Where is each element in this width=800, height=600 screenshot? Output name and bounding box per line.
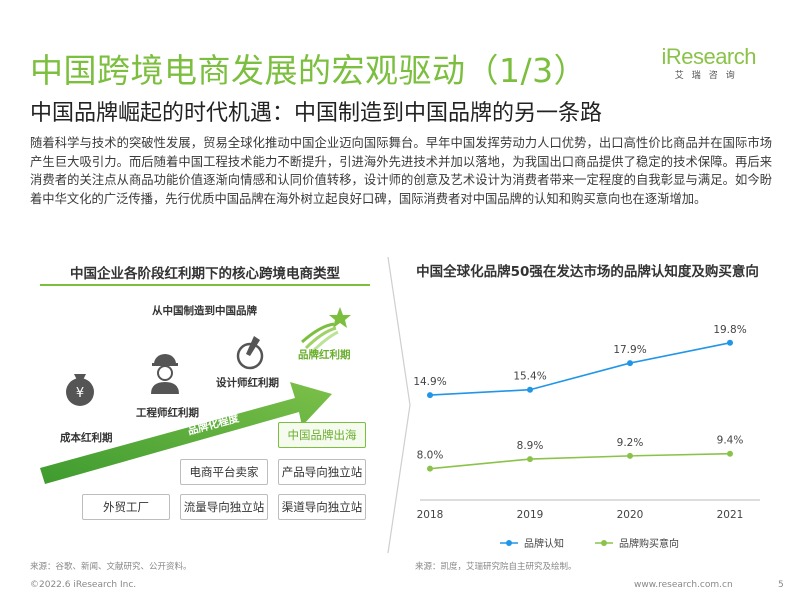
legend-label-0: 品牌认知	[524, 537, 564, 550]
data-point-1-0	[427, 465, 433, 472]
footer-copyright: ©2022.6 iResearch Inc.	[30, 580, 137, 590]
design-icon	[236, 336, 264, 370]
data-label-0-0: 14.9%	[413, 376, 446, 388]
page-subtitle: 中国品牌崛起的时代机遇：中国制造到中国品牌的另一条路	[30, 101, 603, 126]
stage-label-engineer: 工程师红利期	[136, 407, 199, 419]
star-icon	[301, 307, 351, 356]
engineer-icon	[151, 354, 179, 394]
left-title-underline	[40, 284, 370, 286]
left-source: 来源：谷歌、新闻、文献研究、公开资料。	[30, 562, 192, 572]
intro-paragraph: 随着科学与技术的突破性发展，贸易全球化推动中国企业迈向国际舞台。早年中国发挥劳动…	[30, 136, 772, 206]
legend-marker-0	[506, 540, 512, 546]
box-foreign-trade: 外贸工厂	[82, 494, 170, 520]
line-chart: 14.9% 15.4% 17.9% 19.8% 8.0% 8.9% 9.2% 9.4% 201…	[413, 324, 760, 550]
stage-label-brand: 品牌红利期	[298, 349, 351, 361]
data-label-1-0: 8.0%	[417, 450, 444, 462]
box-platform-seller: 电商平台卖家	[180, 459, 268, 485]
data-label-1-1: 8.9%	[517, 440, 544, 452]
data-label-1-3: 9.4%	[717, 435, 744, 447]
data-point-1-3	[727, 450, 733, 457]
page-number: 5	[778, 580, 784, 590]
data-label-1-2: 9.2%	[617, 437, 644, 449]
footer-url[interactable]: www.research.com.cn	[634, 580, 733, 590]
data-label-0-1: 15.4%	[513, 371, 546, 383]
x-tick-label-2: 2020	[617, 509, 644, 521]
data-point-1-2	[627, 452, 633, 459]
brand-arrow	[40, 382, 332, 484]
stage-label-designer: 设计师红利期	[216, 377, 279, 389]
data-label-0-3: 19.8%	[713, 324, 746, 336]
data-point-0-3	[727, 339, 733, 346]
stage-label-cost: 成本红利期	[60, 432, 113, 444]
chart-title: 中国全球化品牌50强在发达市场的品牌认知度及购买意向	[416, 264, 759, 280]
x-tick-label-1: 2019	[517, 509, 544, 521]
page-title: 中国跨境电商发展的宏观驱动（1/3）	[30, 51, 588, 90]
box-traffic-site: 流量导向独立站	[180, 494, 268, 520]
series-line-1	[429, 452, 731, 470]
data-point-0-1	[527, 386, 533, 393]
stage-diagram: ¥	[40, 307, 351, 484]
series-line-0	[429, 342, 731, 396]
box-product-site: 产品导向独立站	[278, 459, 366, 485]
data-point-0-2	[627, 360, 633, 367]
box-brand-overseas: 中国品牌出海	[278, 422, 366, 448]
x-tick-label-3: 2021	[717, 509, 744, 521]
top-stage-label: 从中国制造到中国品牌	[152, 305, 257, 317]
panel-divider	[387, 256, 411, 554]
logo-cn: 艾瑞咨询	[674, 71, 743, 81]
data-point-1-1	[527, 456, 533, 463]
legend-marker-1	[601, 540, 607, 546]
svg-text:¥: ¥	[76, 386, 84, 401]
left-panel-title: 中国企业各阶段红利期下的核心跨境电商类型	[70, 266, 340, 282]
data-point-0-0	[427, 392, 433, 399]
money-bag-icon: ¥	[66, 374, 94, 406]
iresearch-logo: iResearch 艾瑞咨询	[661, 44, 756, 81]
box-channel-site: 渠道导向独立站	[278, 494, 366, 520]
data-label-0-2: 17.9%	[613, 344, 646, 356]
legend-label-1: 品牌购买意向	[619, 537, 679, 550]
logo-brand: iResearch	[661, 44, 756, 69]
x-tick-label-0: 2018	[417, 509, 444, 521]
right-source: 来源：凯度，艾瑞研究院自主研究及绘制。	[415, 562, 577, 572]
